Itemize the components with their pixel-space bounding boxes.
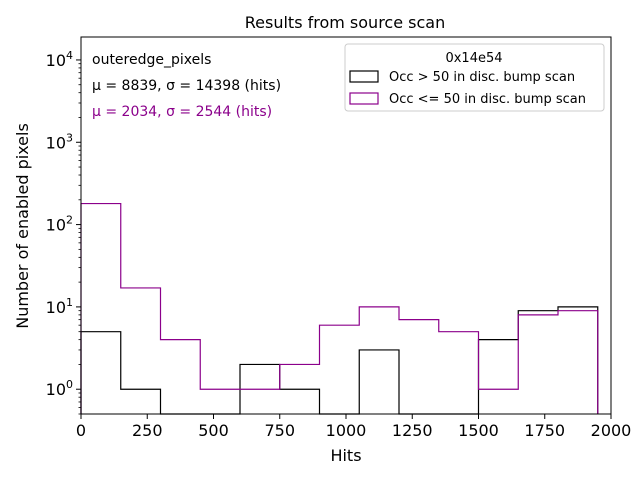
plot-area: 0 250 500 750 1000 1250 1500 1750 2000 100101102… [46,36,631,440]
y-tick-base: 10 [46,298,66,317]
x-tick-label: 750 [264,421,295,440]
y-tick-base: 10 [46,216,66,235]
legend-label-black: Occ > 50 in disc. bump scan [389,70,575,85]
x-tick-label: 2000 [591,421,632,440]
x-axis-label: Hits [330,446,361,465]
y-tick-exp: 4 [66,49,73,62]
x-tick-label: 1750 [524,421,565,440]
x-tick-label: 1250 [392,421,433,440]
legend-title: 0x14e54 [445,51,502,66]
y-tick-exp: 1 [66,296,73,309]
y-tick-exp: 3 [66,131,73,144]
y-tick-label: 102 [46,214,73,235]
y-tick-label: 100 [46,378,73,399]
annotation-stats-purple: μ = 2034, σ = 2544 (hits) [92,104,272,120]
annotation-block: outeredge_pixels μ = 8839, σ = 14398 (hi… [92,52,281,120]
y-tick-label: 101 [46,296,73,317]
legend: 0x14e54 Occ > 50 in disc. bump scan Occ … [344,43,605,112]
x-tick-label: 0 [76,421,86,440]
legend-box [344,43,605,112]
y-tick-label: 103 [46,131,73,152]
x-tick-label: 1500 [458,421,499,440]
x-tick-label: 250 [132,421,163,440]
y-tick-base: 10 [46,51,66,70]
y-tick-exp: 2 [66,214,73,227]
y-tick-base: 10 [46,380,66,399]
y-tick-base: 10 [46,133,66,152]
annotation-label: outeredge_pixels [92,52,211,68]
x-tick-label: 1000 [326,421,367,440]
annotation-stats-black: μ = 8839, σ = 14398 (hits) [92,78,281,94]
legend-label-purple: Occ <= 50 in disc. bump scan [389,92,586,107]
legend-swatch-purple [349,92,379,105]
y-tick-exp: 0 [66,378,73,391]
x-tick-label: 500 [198,421,229,440]
histogram-series-1 [80,202,599,414]
x-axis: 0 250 500 750 1000 1250 1500 1750 2000 [76,414,631,440]
y-tick-label: 104 [46,49,73,70]
y-axis-label: Number of enabled pixels [13,123,32,329]
chart-title: Results from source scan [245,13,445,32]
legend-swatch-black [349,70,379,83]
